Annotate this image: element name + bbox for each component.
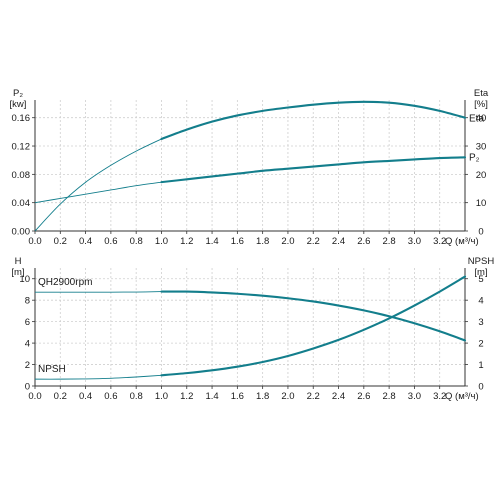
right-tick-label: 30	[476, 142, 487, 153]
left-tick-label: 6	[25, 317, 30, 328]
x-axis-label: Q (м³/ч)	[445, 391, 479, 402]
right-axis-unit: [%]	[474, 99, 488, 110]
right-axis-title: NPSH	[468, 256, 495, 267]
x-tick-label: 0.4	[79, 236, 92, 247]
left-tick-label: 0.00	[12, 227, 31, 238]
right-axis-unit: [m]	[474, 267, 487, 278]
right-tick-label: 4	[478, 296, 483, 307]
series-eta-line	[160, 100, 467, 140]
left-tick-label: 0.04	[12, 198, 31, 209]
left-tick-label: 2	[25, 360, 30, 371]
x-tick-label: 0.8	[130, 391, 143, 402]
series-npsh-extrapolated-line	[34, 374, 162, 380]
series-label-qh2900rpm: QH2900rpm	[38, 277, 92, 288]
x-tick-label: 3.2	[433, 236, 446, 247]
x-tick-label: 1.8	[256, 391, 269, 402]
left-tick-label: 0	[25, 382, 30, 393]
series-qh2900rpm-extrapolated-line	[35, 291, 162, 293]
right-tick-label: 2	[478, 339, 483, 350]
x-tick-label: 0.0	[28, 236, 41, 247]
x-tick-label: 3.0	[408, 391, 421, 402]
series-label-npsh: NPSH	[38, 364, 66, 375]
x-tick-label: 1.0	[155, 236, 168, 247]
x-tick-label: 2.6	[357, 391, 370, 402]
x-tick-label: 1.2	[180, 391, 193, 402]
left-tick-label: 0.12	[12, 142, 31, 153]
series-npsh-line	[160, 275, 467, 377]
series-label-p: P₂	[469, 152, 480, 163]
x-tick-label: 1.4	[205, 236, 218, 247]
x-tick-label: 0.8	[130, 236, 143, 247]
x-tick-label: 1.6	[231, 391, 244, 402]
x-tick-label: 1.8	[256, 236, 269, 247]
right-tick-label: 1	[478, 360, 483, 371]
x-tick-label: 0.2	[54, 236, 67, 247]
right-axis-title: Eta	[474, 88, 489, 99]
x-tick-label: 2.4	[332, 236, 345, 247]
x-tick-label: 1.0	[155, 391, 168, 402]
left-tick-label: 0.16	[12, 113, 31, 124]
x-tick-label: 2.0	[281, 391, 294, 402]
right-tick-label: 10	[476, 198, 487, 209]
x-tick-label: 2.2	[307, 236, 320, 247]
left-tick-label: 4	[25, 339, 30, 350]
series-p-extrapolated-line	[34, 181, 162, 204]
left-axis-title: H	[15, 256, 22, 267]
x-tick-label: 1.4	[205, 391, 218, 402]
series-label-eta: Eta	[469, 114, 484, 125]
series-eta-extrapolated-line	[34, 138, 162, 232]
x-tick-label: 2.4	[332, 391, 345, 402]
right-tick-label: 3	[478, 317, 483, 328]
x-tick-label: 2.2	[307, 391, 320, 402]
right-tick-label: 20	[476, 170, 487, 181]
x-tick-label: 2.6	[357, 236, 370, 247]
left-tick-label: 0.08	[12, 170, 31, 181]
x-tick-label: 3.0	[408, 236, 421, 247]
x-tick-label: 0.6	[104, 391, 117, 402]
series-qh2900rpm-line	[160, 290, 467, 342]
right-tick-label: 0	[478, 227, 483, 238]
head-npsh-chart: 0.0 0.2 0.4 0.6 0.8 1.0 1.2 1.4 1.6 1.8 2.0 2.2 2.4 2…	[11, 256, 494, 402]
left-tick-label: 10	[19, 274, 30, 285]
right-tick-label: 5	[478, 274, 483, 285]
left-axis-title: P₂	[13, 88, 23, 99]
left-tick-label: 8	[25, 296, 30, 307]
x-tick-label: 1.2	[180, 236, 193, 247]
x-tick-label: 0.4	[79, 391, 92, 402]
x-axis-label: Q (м³/ч)	[445, 236, 479, 247]
series-p-line	[160, 156, 467, 184]
x-tick-label: 1.6	[231, 236, 244, 247]
x-tick-label: 0.2	[54, 391, 67, 402]
left-axis-unit: [m]	[11, 267, 24, 278]
power-efficiency-chart: 0.0 0.2 0.4 0.6 0.8 1.0 1.2 1.4 1.6 1.8 2.0 2.2 2.4 2…	[10, 88, 489, 247]
x-tick-label: 2.8	[383, 236, 396, 247]
left-axis-unit: [kw]	[10, 99, 27, 110]
right-tick-label: 0	[478, 382, 483, 393]
right-tick-label: 40	[476, 113, 487, 124]
x-tick-label: 2.0	[281, 236, 294, 247]
x-tick-label: 0.0	[28, 391, 41, 402]
x-tick-label: 2.8	[383, 391, 396, 402]
x-tick-label: 0.6	[104, 236, 117, 247]
x-tick-label: 3.2	[433, 391, 446, 402]
